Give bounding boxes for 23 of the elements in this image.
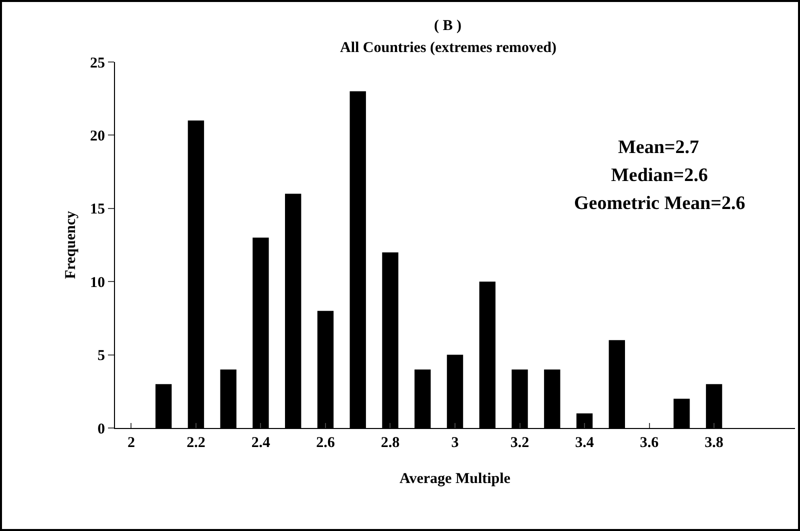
x-tick-label: 3.4 xyxy=(575,435,594,451)
annotation: Median=2.6 xyxy=(611,165,708,186)
y-axis-title: Frequency xyxy=(63,210,79,280)
x-tick-label: 3.2 xyxy=(510,435,530,451)
x-tick-label: 2.2 xyxy=(186,435,206,451)
x-tick-label: 3 xyxy=(451,435,459,451)
x-tick-label: 3.6 xyxy=(640,435,660,451)
annotation: Geometric Mean=2.6 xyxy=(574,193,746,214)
y-tick-label: 25 xyxy=(90,55,105,72)
y-tick-label: 0 xyxy=(98,421,105,438)
x-tick-label: 2.8 xyxy=(380,435,400,451)
x-tick-label: 3.8 xyxy=(704,435,724,451)
x-tick-label: 2.4 xyxy=(251,435,271,451)
y-tick-label: 20 xyxy=(90,128,105,144)
x-tick-label: 2 xyxy=(127,435,135,451)
chart-subtitle: All Countries (extremes removed) xyxy=(340,40,556,56)
x-axis-title: Average Multiple xyxy=(400,471,511,487)
chart-title: ( B ) xyxy=(434,18,462,34)
x-tick-label: 2.6 xyxy=(316,435,336,451)
y-tick-label: 15 xyxy=(90,202,105,218)
y-tick-label: 10 xyxy=(90,274,105,291)
y-tick-label: 5 xyxy=(98,348,105,364)
annotation: Mean=2.7 xyxy=(618,137,700,158)
